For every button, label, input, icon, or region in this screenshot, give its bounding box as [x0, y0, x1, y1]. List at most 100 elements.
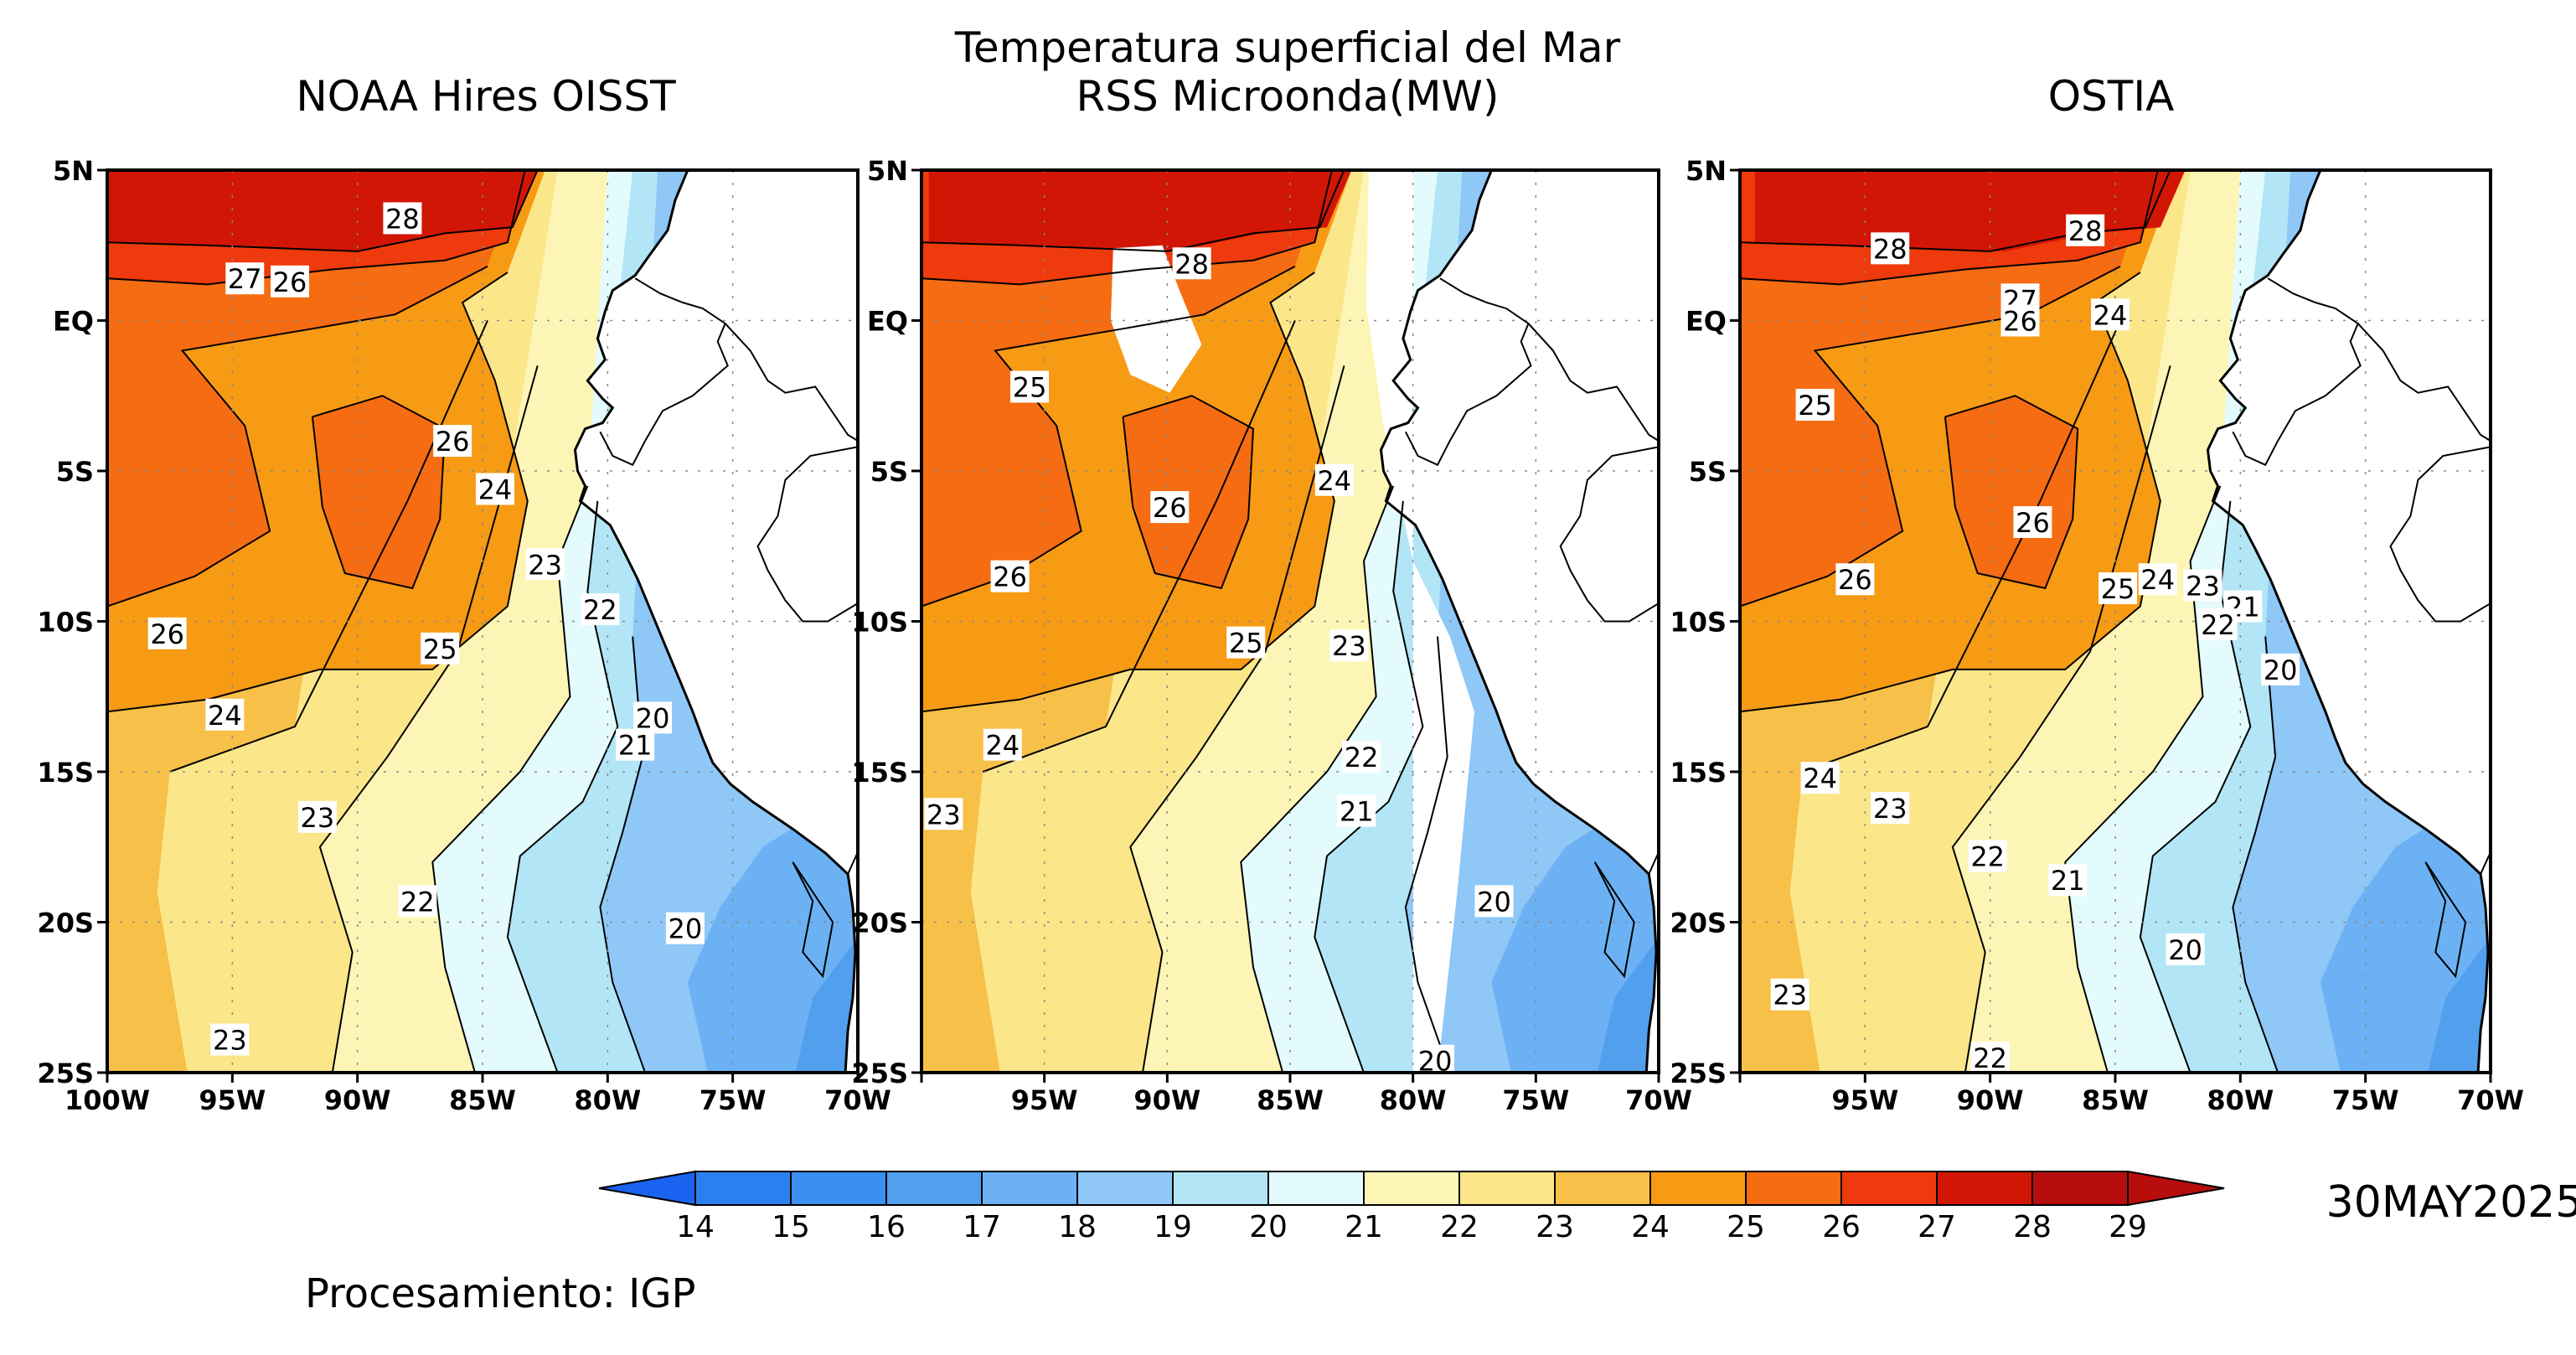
contour-label-bg [525, 548, 565, 581]
land-mask [1381, 170, 1659, 1073]
country-border [599, 277, 729, 467]
contour-label-bg [1337, 794, 1376, 827]
contour-label-bg [210, 1023, 250, 1056]
lat-tick-label: 20S [851, 908, 908, 939]
colorbar-box [1172, 1171, 1269, 1206]
colorbar-level-label: 18 [1058, 1210, 1097, 1244]
lon-tick-label: 70W [824, 1084, 891, 1116]
lat-tick-label: 25S [1670, 1058, 1727, 1089]
contour-line [107, 170, 526, 286]
contour-label-bg [633, 701, 673, 734]
contour-line [1122, 395, 1255, 590]
land-mask [2207, 170, 2491, 1073]
colorbar-level-label: 22 [1440, 1210, 1479, 1244]
contour-label-bg [421, 632, 460, 665]
contour-line [1314, 500, 1424, 1073]
country-border [756, 446, 858, 623]
country-border [847, 850, 858, 875]
country-border [1405, 277, 1532, 467]
contour-label: 28 [385, 203, 420, 235]
sst-field [107, 170, 858, 1073]
contour-label: 21 [2051, 865, 2085, 897]
lat-tick-label: EQ [867, 306, 908, 338]
contour-label-bg [2098, 572, 2137, 605]
colorbar-box [694, 1171, 792, 1206]
contour-line [1593, 861, 1635, 979]
contour-line [107, 266, 488, 608]
contour-label: 22 [1973, 1042, 2007, 1074]
contour-label: 20 [669, 913, 703, 945]
sst-band [1597, 937, 1659, 1073]
contour-label-bg [990, 560, 1030, 592]
contour-label: 22 [400, 886, 435, 918]
lat-tick-label: 5N [867, 155, 908, 187]
lat-tick-label: 20S [37, 908, 94, 939]
credit-label: Procesamiento: IGP [305, 1270, 695, 1317]
contour-label-bg [2138, 563, 2177, 596]
lat-tick-label: 5N [53, 155, 94, 187]
lon-tick-label: 75W [1502, 1084, 1569, 1116]
contour-label: 23 [1773, 980, 1807, 1011]
colorbar-over-arrow [2127, 1170, 2225, 1207]
contour-label-bg [2013, 506, 2052, 539]
contour-line [2424, 861, 2467, 979]
contour-label: 22 [583, 594, 617, 626]
contour-label-bg [398, 885, 437, 918]
contour-label: 28 [1174, 248, 1209, 280]
contour-line [2064, 485, 2222, 1073]
colorbar-level-label: 19 [1154, 1210, 1192, 1244]
colorbar-box [981, 1171, 1078, 1206]
colorbar-box [885, 1171, 983, 1206]
colorbar-level-label: 24 [1631, 1210, 1670, 1244]
contour-line [1404, 636, 1451, 1073]
colorbar-box [1363, 1171, 1460, 1206]
contour-label: 21 [618, 730, 653, 762]
contour-label: 25 [2101, 573, 2135, 605]
contour-line [792, 861, 834, 979]
colorbar-level-label: 14 [676, 1210, 715, 1244]
lat-tick-label: EQ [1685, 306, 1727, 338]
colorbar-level-label: 25 [1727, 1210, 1765, 1244]
contour-line [921, 170, 1345, 252]
lon-tick-label: 75W [2332, 1084, 2399, 1116]
sst-band [928, 170, 1352, 251]
contour-label-bg [1871, 232, 1910, 265]
contour-label-bg [2091, 298, 2130, 331]
colorbar-level-label: 29 [2109, 1210, 2147, 1244]
contour-label-bg [1970, 1042, 2010, 1074]
coastline [1379, 170, 1658, 1073]
contour-label: 23 [528, 549, 562, 581]
figure-title: Temperatura superficial del Mar [954, 23, 1621, 72]
contour-label: 26 [2016, 507, 2050, 539]
panel-title-ostia: OSTIA [2048, 72, 2175, 121]
colorbar-box [790, 1171, 887, 1206]
lon-tick-label: 85W [1257, 1084, 1324, 1116]
contour-label-bg [1150, 491, 1190, 524]
lat-tick-label: 15S [37, 757, 94, 789]
contour-line [107, 170, 539, 252]
contour-label: 25 [1798, 390, 1832, 421]
colorbar-level-label: 15 [772, 1210, 810, 1244]
land-mask [575, 170, 858, 1073]
lon-tick-label: 95W [199, 1084, 266, 1116]
contour-label: 23 [927, 799, 961, 830]
contour-line [318, 365, 539, 1073]
colorbar-box [1458, 1171, 1556, 1206]
lat-tick-label: 25S [851, 1058, 908, 1089]
lat-tick-label: 10S [1670, 607, 1727, 639]
lon-tick-label: 75W [699, 1084, 767, 1116]
contour-label: 20 [2168, 934, 2202, 966]
contour-line [1944, 395, 2079, 590]
contour-label: 22 [1345, 742, 1379, 773]
contour-label: 24 [985, 730, 1020, 762]
lon-tick-label: 80W [1380, 1084, 1447, 1116]
contour-label: 24 [2093, 299, 2128, 331]
lat-tick-label: 5S [56, 456, 94, 488]
country-border [2357, 323, 2491, 442]
lon-tick-label: 90W [324, 1084, 391, 1116]
contour-label: 26 [436, 426, 470, 458]
lon-tick-label: 100W [65, 1084, 150, 1116]
sst-band [795, 937, 858, 1073]
